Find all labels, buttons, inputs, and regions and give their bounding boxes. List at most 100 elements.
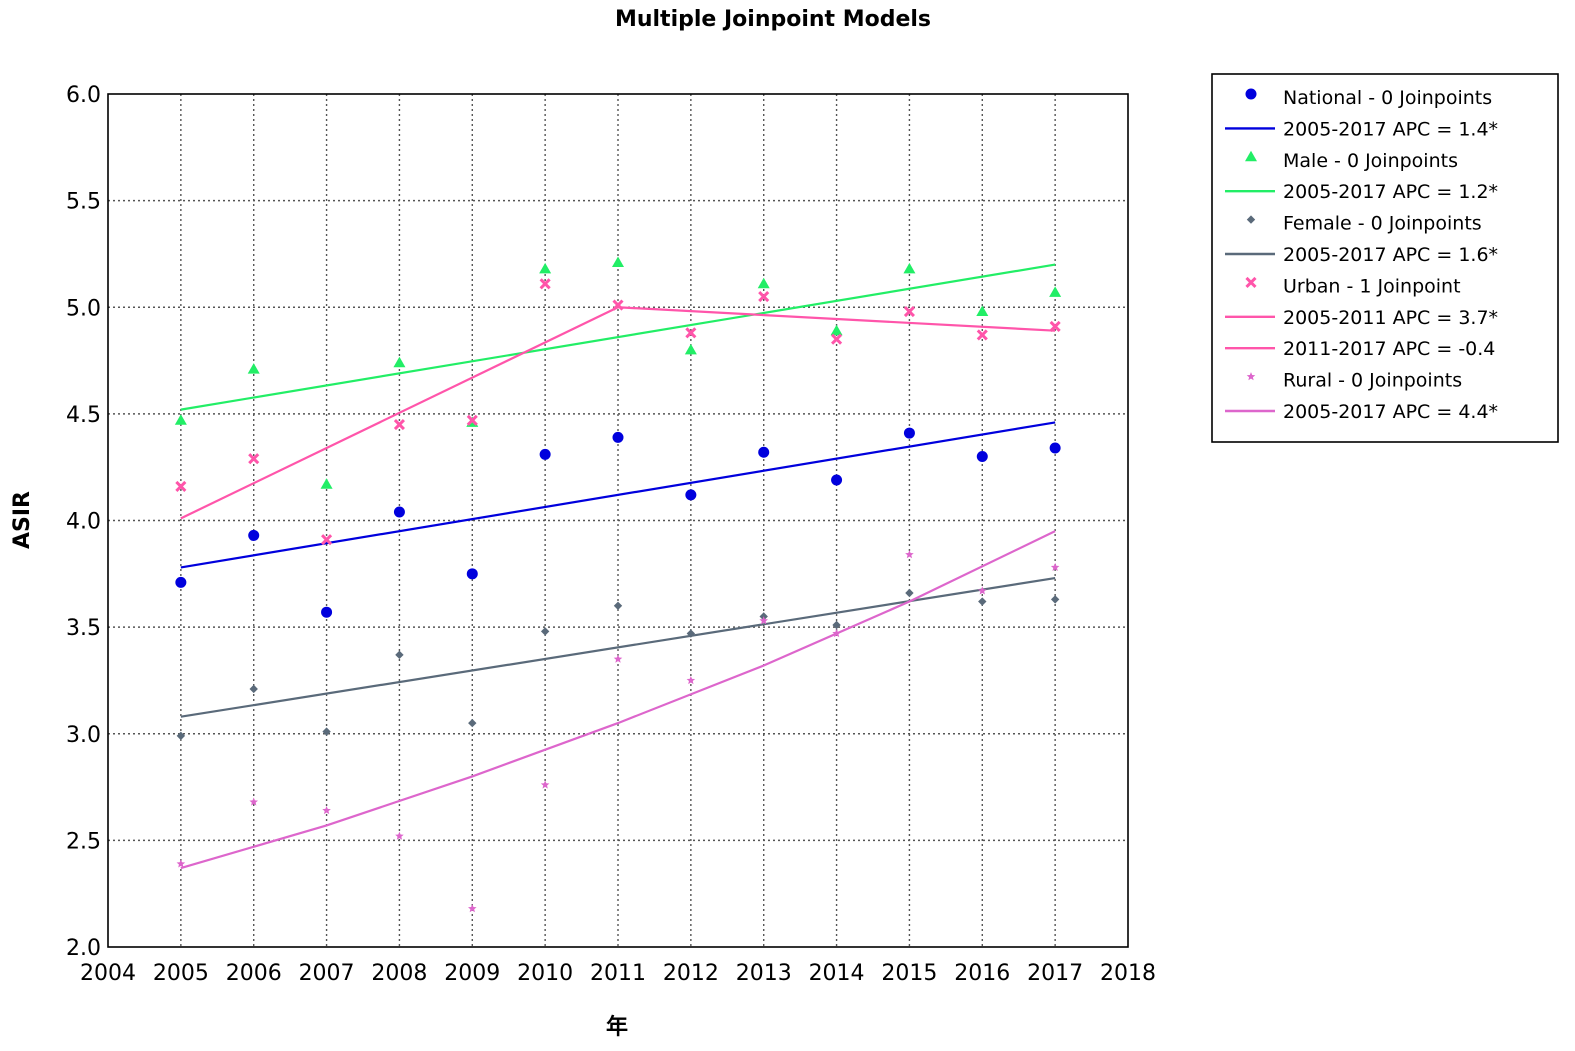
legend-label: Male - 0 Joinpoints <box>1283 150 1458 172</box>
data-point <box>1050 595 1060 604</box>
data-point <box>175 480 187 492</box>
x-tick-label: 2010 <box>517 961 573 986</box>
x-tick-label: 2015 <box>881 961 937 986</box>
x-tick-label: 2016 <box>954 961 1010 986</box>
y-tick-label: 2.5 <box>66 829 101 854</box>
data-point <box>903 262 916 274</box>
data-point <box>320 478 333 489</box>
y-tick-label: 3.0 <box>66 723 101 748</box>
fit-line <box>180 530 1056 870</box>
legend: National - 0 Joinpoints 2005-2017 APC = 1… <box>1211 73 1559 443</box>
y-tick-label: 6.0 <box>66 83 101 108</box>
x-tick-label: 2005 <box>153 961 209 986</box>
data-point <box>684 343 697 355</box>
data-point <box>903 427 915 439</box>
data-point <box>322 806 331 815</box>
data-point <box>612 299 624 311</box>
data-point <box>176 731 186 741</box>
legend-label: 2005-2017 APC = 1.4* <box>1283 118 1498 140</box>
data-point <box>321 534 333 546</box>
data-point <box>905 550 914 559</box>
legend-label: National - 0 Joinpoints <box>1283 87 1492 109</box>
data-point <box>686 675 696 685</box>
data-point <box>539 262 552 274</box>
x-tick-label: 2006 <box>226 961 282 986</box>
data-point <box>247 363 260 374</box>
data-point <box>174 414 187 425</box>
x-tick-label: 2007 <box>299 961 355 986</box>
data-point <box>905 588 914 598</box>
x-axis-label: 年 <box>606 1014 628 1040</box>
data-point <box>830 324 843 336</box>
legend-label: 2011-2017 APC = -0.4 <box>1283 338 1495 360</box>
y-tick-label: 4.5 <box>66 403 101 428</box>
data-point <box>758 291 770 303</box>
data-point <box>539 278 551 290</box>
data-point <box>466 568 478 580</box>
data-point <box>976 305 989 317</box>
data-point <box>612 256 624 267</box>
y-tick-label: 4.0 <box>66 510 101 535</box>
data-point <box>249 684 258 694</box>
data-point <box>1049 442 1061 454</box>
data-point <box>395 831 404 840</box>
data-point <box>978 597 987 606</box>
data-point <box>832 629 841 638</box>
x-tick-label: 2011 <box>590 961 646 986</box>
data-point <box>249 797 258 806</box>
y-tick-label: 5.5 <box>66 190 101 215</box>
legend-marker <box>1246 372 1256 381</box>
data-point <box>175 576 187 588</box>
axis-ticks: 2004 2005 2006 2007 2008 2009 2010 2011 2012 2013… <box>66 83 1156 986</box>
data-point <box>685 489 697 501</box>
data-point <box>176 859 186 868</box>
data-point <box>759 616 768 625</box>
data-point <box>976 329 988 341</box>
data-point <box>540 627 550 636</box>
data-point <box>612 431 624 443</box>
legend-marker <box>1245 88 1257 100</box>
fit-line <box>180 306 619 520</box>
data-point <box>831 474 843 486</box>
fit-lines <box>180 263 1056 870</box>
data-point <box>832 620 841 630</box>
data-point <box>468 904 477 913</box>
y-tick-label: 5.0 <box>66 296 101 321</box>
data-point <box>248 529 260 541</box>
data-point <box>1050 562 1060 572</box>
data-point <box>468 718 477 728</box>
x-tick-label: 2009 <box>444 961 500 986</box>
legend-marker <box>1246 215 1256 224</box>
x-tick-label: 2017 <box>1027 961 1083 986</box>
x-tick-label: 2018 <box>1100 961 1156 986</box>
fit-line <box>180 263 1056 411</box>
data-point <box>685 327 697 339</box>
legend-marker <box>1245 150 1257 162</box>
data-point <box>539 448 551 460</box>
data-point <box>686 629 696 638</box>
plot-area-border <box>107 93 1129 948</box>
data-point <box>613 654 623 663</box>
fit-line <box>617 306 1056 332</box>
y-axis-label: ASIR <box>10 491 35 549</box>
x-tick-label: 2004 <box>80 961 136 986</box>
data-point <box>321 606 333 618</box>
x-tick-label: 2013 <box>736 961 792 986</box>
data-point <box>1049 286 1062 297</box>
data-point <box>1049 320 1061 333</box>
data-point <box>831 333 843 345</box>
data-point <box>466 414 478 426</box>
data-point <box>322 727 331 736</box>
legend-marker <box>1245 276 1257 288</box>
x-tick-label: 2014 <box>809 961 865 986</box>
data-point <box>976 451 988 463</box>
y-tick-label: 3.5 <box>66 616 101 641</box>
data-point <box>395 650 404 660</box>
data-point <box>613 601 623 610</box>
data-point <box>393 356 406 368</box>
data-point <box>393 418 405 431</box>
legend-label: 2005-2017 APC = 1.6* <box>1283 244 1498 266</box>
data-point <box>758 446 770 458</box>
legend-label: Female - 0 Joinpoints <box>1283 213 1482 235</box>
